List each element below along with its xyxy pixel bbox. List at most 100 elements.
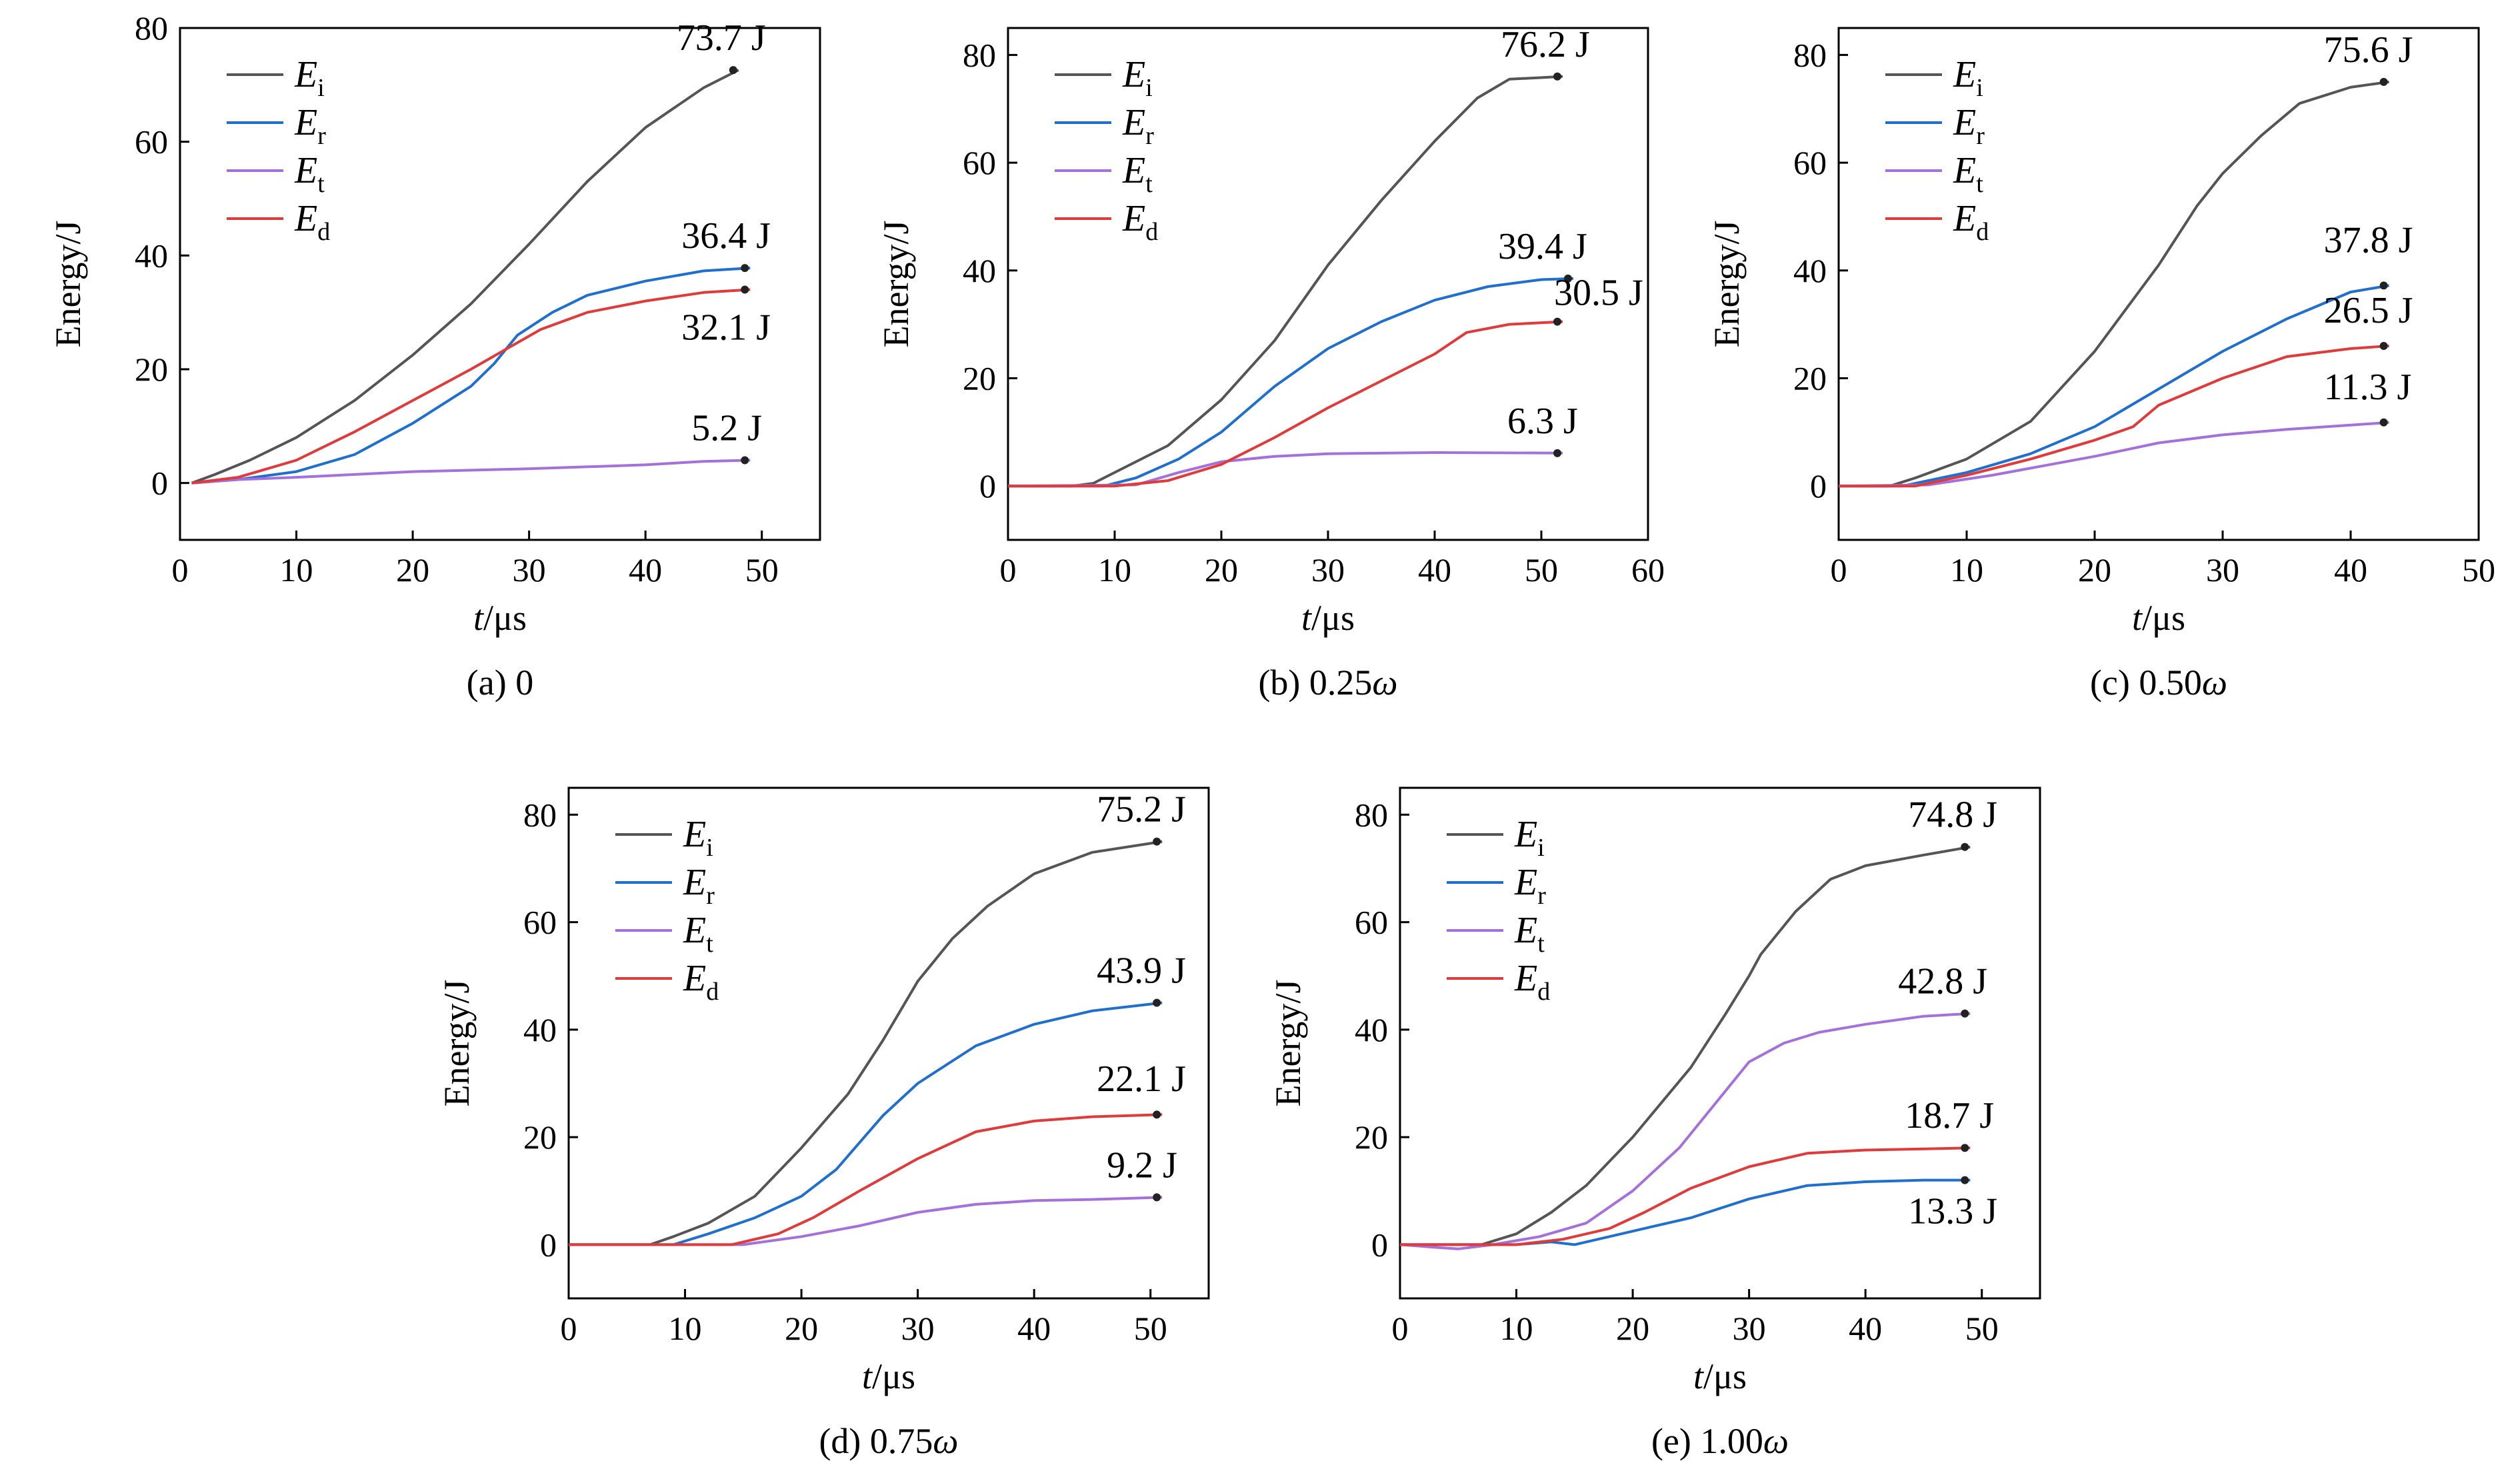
x-tick-label: 0 (561, 1310, 577, 1347)
end-value-label: 39.4 J (1498, 226, 1587, 267)
series-line-Et (569, 1196, 1163, 1246)
series-end-marker (2379, 77, 2388, 86)
x-axis-label: t/μs (473, 598, 527, 638)
series-end-marker (1961, 1176, 1969, 1184)
series-end-marker (1153, 1193, 1161, 1202)
plot-frame (1399, 786, 2041, 1300)
legend-entry-Er: Er (1953, 102, 1985, 150)
series-line-Ed (569, 1113, 1163, 1246)
end-value-label: 74.8 J (1908, 794, 1997, 836)
end-value-label: 76.2 J (1501, 24, 1590, 65)
legend-entry-Ei: Ei (683, 814, 713, 862)
x-tick-label: 20 (396, 551, 429, 589)
series-line-Et (1838, 421, 2389, 488)
legend-entry-Ei: Ei (1514, 814, 1545, 862)
series-end-marker (1153, 998, 1161, 1007)
y-tick-label: 40 (135, 237, 168, 274)
series-end-marker (1961, 1009, 1969, 1018)
legend-entry-Er: Er (294, 102, 326, 150)
legend-entry-Et: Et (1514, 910, 1545, 958)
series-end-marker (2379, 281, 2388, 290)
x-tick-label: 50 (1134, 1310, 1167, 1347)
x-tick-label: 20 (1616, 1310, 1649, 1347)
end-value-label: 37.8 J (2324, 219, 2413, 261)
legend-entry-Ei: Ei (1953, 54, 1983, 102)
end-value-label: 32.1 J (681, 307, 771, 349)
end-value-label: 6.3 J (1507, 401, 1578, 442)
series-end-marker (1564, 274, 1572, 283)
y-tick-label: 40 (1355, 1011, 1388, 1048)
x-tick-label: 40 (2334, 551, 2367, 589)
x-tick-label: 40 (1849, 1310, 1882, 1347)
series-line-Ed (1008, 320, 1563, 488)
end-value-label: 22.1 J (1097, 1058, 1186, 1100)
y-tick-label: 60 (1793, 144, 1827, 181)
x-tick-label: 40 (629, 551, 662, 589)
x-tick-label: 0 (1831, 551, 1847, 589)
panel-caption: (c) 0.50ω (2090, 663, 2227, 703)
x-tick-label: 10 (1950, 551, 1983, 589)
x-tick-label: 20 (1205, 551, 1238, 589)
y-axis-label: Energy/J (48, 221, 88, 348)
chart-panel-b: 0 10 20 30 40 50 60 0 20 40 60 80 t/μs Energy/J (b) 0.… (876, 24, 1665, 703)
x-tick-label: 50 (1525, 551, 1558, 589)
series-end-marker (1961, 1144, 1969, 1152)
x-tick-label: 20 (785, 1310, 818, 1347)
x-tick-label: 10 (1500, 1310, 1533, 1347)
x-tick-label: 0 (1000, 551, 1017, 589)
end-value-label: 26.5 J (2324, 290, 2413, 331)
series-line-Er (1839, 284, 2389, 488)
panel-caption: (d) 0.75ω (819, 1421, 958, 1461)
chart-panel-d: 0 10 20 30 40 50 0 20 40 60 80 t/μs Energy/J (d) 0.75… (437, 786, 1210, 1461)
series-line-Ei (1400, 845, 1971, 1246)
y-tick-label: 0 (1371, 1226, 1388, 1263)
chart-panel-e: 0 10 20 30 40 50 0 20 40 60 80 t/μs Energy/J (e) 1.00… (1268, 786, 2041, 1461)
x-tick-label: 30 (513, 551, 546, 589)
y-tick-label: 80 (1793, 36, 1827, 73)
x-tick-label: 40 (1418, 551, 1451, 589)
x-tick-label: 30 (1733, 1310, 1766, 1347)
y-tick-label: 0 (151, 465, 168, 502)
series-end-marker (2379, 341, 2388, 350)
end-value-label: 30.5 J (1554, 273, 1643, 314)
legend-entry-Er: Er (1122, 102, 1154, 150)
x-axis-label: t/μs (1693, 1356, 1747, 1396)
legend-entry-Ed: Ed (1122, 198, 1158, 246)
y-axis-label: Energy/J (437, 980, 477, 1107)
y-axis-label: Energy/J (1268, 980, 1308, 1107)
legend-entry-Ei: Ei (294, 54, 325, 102)
x-tick-label: 40 (1017, 1310, 1051, 1347)
plot-frame (179, 27, 821, 541)
end-value-label: 11.3 J (2324, 367, 2412, 408)
plot-frame (567, 786, 1210, 1300)
legend-entry-Er: Er (1514, 862, 1546, 910)
legend-entry-Ed: Ed (1953, 198, 1989, 246)
panel-caption: (b) 0.25ω (1258, 663, 1397, 703)
end-value-label: 75.6 J (2324, 29, 2413, 71)
y-tick-label: 20 (1355, 1118, 1388, 1156)
series-end-marker (1153, 1110, 1161, 1119)
x-tick-label: 10 (669, 1310, 702, 1347)
end-value-label: 5.2 J (691, 408, 762, 449)
x-tick-label: 50 (745, 551, 779, 589)
series-line-Et (191, 459, 751, 485)
y-tick-label: 80 (963, 36, 996, 73)
series-line-Er (1008, 277, 1574, 488)
end-value-label: 42.8 J (1898, 961, 1987, 1002)
y-tick-label: 0 (540, 1226, 557, 1263)
y-tick-label: 20 (963, 359, 996, 397)
legend-entry-Ei: Ei (1122, 54, 1153, 102)
y-tick-label: 40 (523, 1011, 557, 1048)
y-tick-label: 60 (135, 123, 168, 161)
legend-entry-Et: Et (1953, 150, 1983, 198)
y-tick-label: 60 (523, 904, 557, 941)
end-value-label: 13.3 J (1908, 1191, 1997, 1232)
x-tick-label: 10 (280, 551, 313, 589)
series-line-Ed (1839, 345, 2389, 488)
y-tick-label: 80 (1355, 796, 1388, 833)
